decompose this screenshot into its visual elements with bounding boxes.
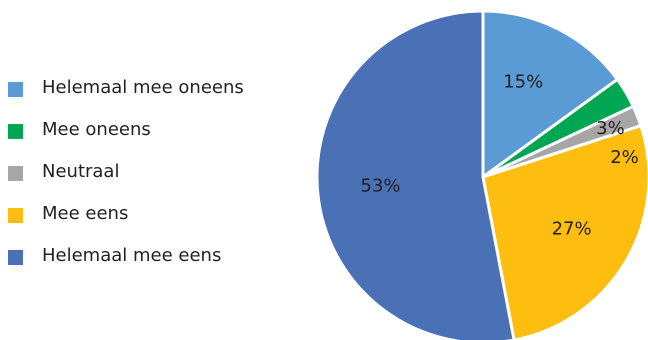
legend-swatch: [8, 208, 23, 223]
legend-item-mee-eens: Mee eens: [8, 200, 308, 242]
pie-slice-helemaal-mee-eens: [315, 9, 516, 340]
legend-item-neutraal: Neutraal: [8, 158, 308, 200]
legend-swatch: [8, 166, 23, 181]
legend-item-mee-oneens: Mee oneens: [8, 116, 308, 158]
legend-label: Mee eens: [42, 203, 129, 224]
legend-item-helemaal-mee-eens: Helemaal mee eens: [8, 242, 308, 284]
legend-swatch: [8, 124, 23, 139]
slice-label-neutraal: 2%: [610, 147, 639, 168]
legend: Helemaal mee oneens Mee oneens Neutraal …: [8, 74, 308, 284]
legend-label: Neutraal: [42, 161, 120, 182]
legend-label: Helemaal mee eens: [42, 245, 222, 266]
slice-label-helemaal-mee-eens: 53%: [361, 176, 401, 197]
legend-label: Mee oneens: [42, 119, 151, 140]
legend-swatch: [8, 82, 23, 97]
pie-slice-helemaal-mee-oneens: [481, 9, 619, 179]
legend-swatch: [8, 250, 23, 265]
pie-slices: [315, 9, 648, 340]
legend-item-helemaal-mee-oneens: Helemaal mee oneens: [8, 74, 308, 116]
slice-label-mee-eens: 27%: [552, 218, 592, 239]
slice-label-mee-oneens: 3%: [596, 118, 625, 139]
pie-labels: 15% 3% 2% 27% 53%: [361, 71, 639, 239]
legend-label: Helemaal mee oneens: [42, 77, 244, 98]
slice-label-helemaal-mee-oneens: 15%: [503, 71, 543, 92]
